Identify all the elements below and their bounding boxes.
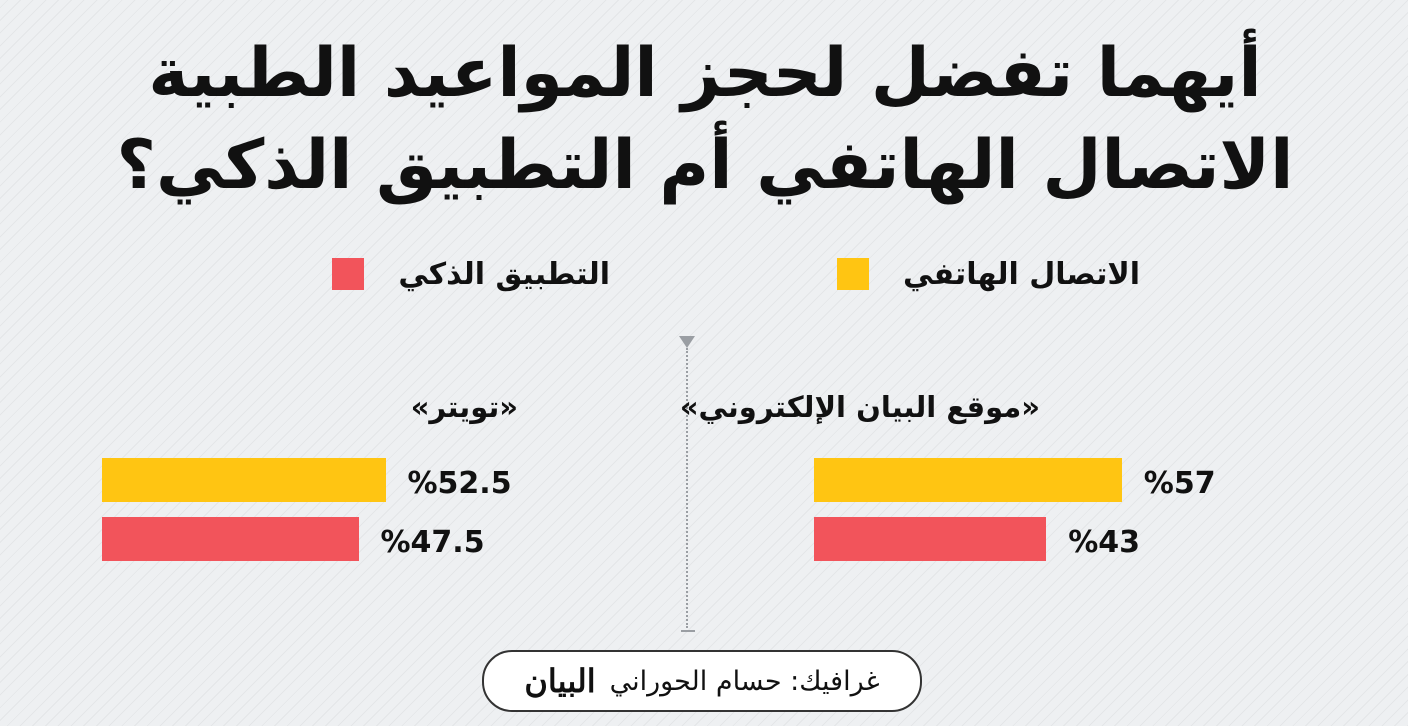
albayan-logo: البيان [524,662,596,700]
panel-divider [686,348,688,628]
chart-title: أيهما تفضل لحجز المواعيد الطبية الاتصال … [90,28,1320,212]
legend-label-smart-app: التطبيق الذكي [398,256,610,292]
panel-title-albayan-website: «موقع البيان الإلكتروني» [679,390,1040,424]
legend-label-phone-call: الاتصال الهاتفي [902,256,1140,292]
panel-title-twitter: «تويتر» [410,390,518,424]
bar-phone-call-panel-1 [102,458,386,502]
bar-smart-app-panel-1 [102,517,359,561]
bar-label-smart-app-panel-1: %47.5 [380,525,485,560]
legend-item-phone-call: الاتصال الهاتفي [836,252,1140,296]
title-line-2: الاتصال الهاتفي أم التطبيق الذكي؟ [116,126,1294,205]
divider-arrow-icon [679,336,695,348]
legend-swatch-yellow [836,258,869,290]
bar-label-phone-call-panel-0: %57 [1143,466,1216,501]
bar-label-phone-call-panel-1: %52.5 [407,466,512,501]
bar-phone-call-panel-0 [814,458,1122,502]
legend-swatch-red [332,258,365,290]
panel-twitter: «تويتر» %52.5 %47.5 [78,390,598,590]
bar-label-smart-app-panel-0: %43 [1068,525,1140,560]
divider-end-mark [681,630,695,632]
panel-albayan-website: «موقع البيان الإلكتروني» %57 %43 [680,390,1310,590]
legend-item-smart-app: التطبيق الذكي [332,252,610,296]
title-line-1: أيهما تفضل لحجز المواعيد الطبية [148,34,1262,113]
credit-badge: غرافيك: حسام الحوراني البيان [482,650,922,712]
credit-text: غرافيك: حسام الحوراني [609,665,880,697]
bar-smart-app-panel-0 [814,517,1047,561]
